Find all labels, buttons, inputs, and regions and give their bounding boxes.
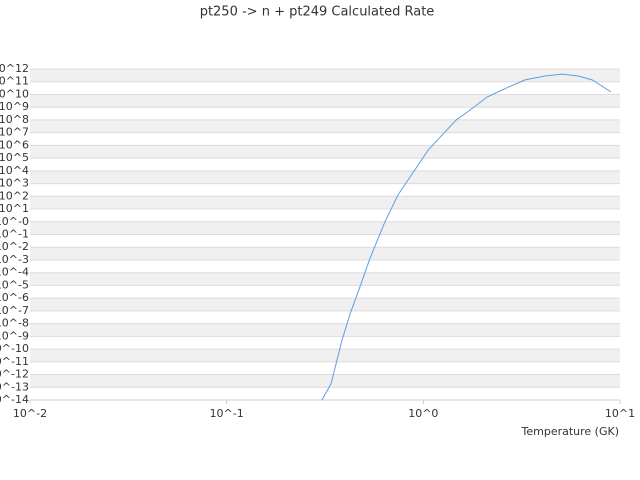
y-tick-label: 10^1 — [0, 202, 29, 215]
y-tick-label: 10^12 — [0, 62, 29, 75]
y-tick-label: 10^-1 — [0, 228, 29, 241]
x-tick-label: 10^-2 — [13, 407, 47, 420]
x-tick-label: 10^1 — [605, 407, 635, 420]
series-line — [321, 73, 612, 401]
y-tick-label: 10^-9 — [0, 329, 29, 342]
grid-band — [30, 272, 620, 286]
y-tick-label: 10^-4 — [0, 266, 29, 279]
y-tick-label: 10^-12 — [0, 368, 29, 381]
grid-band — [30, 69, 620, 82]
grid-band — [30, 298, 620, 311]
y-tick-label: 10^9 — [0, 100, 29, 113]
x-tick-label: 10^-1 — [210, 407, 244, 420]
grid-band — [30, 94, 620, 108]
grid-band — [30, 221, 620, 235]
y-tick-label: 10^11 — [0, 75, 29, 88]
grid-band — [30, 119, 620, 133]
y-tick-label: 10^8 — [0, 113, 29, 126]
y-tick-label: 10^-8 — [0, 317, 29, 330]
y-tick-label: 10^-3 — [0, 253, 29, 266]
y-tick-label: 10^-6 — [0, 291, 29, 304]
y-tick-label: 10^-7 — [0, 304, 29, 317]
y-tick-label: 10^-11 — [0, 355, 29, 368]
y-tick-label: 10^-13 — [0, 380, 29, 393]
y-tick-label: 10^-5 — [0, 278, 29, 291]
y-tick-label: 10^2 — [0, 189, 29, 202]
grid-band — [30, 323, 620, 337]
y-tick-label: 10^-2 — [0, 240, 29, 253]
y-tick-label: 10^3 — [0, 177, 29, 190]
y-tick-label: 10^-14 — [0, 393, 29, 406]
grid-band — [30, 196, 620, 210]
y-tick-label: 10^6 — [0, 138, 29, 151]
grid-band — [30, 374, 620, 388]
x-tick-label: 10^0 — [408, 407, 438, 420]
grid-band — [30, 247, 620, 260]
y-tick-label: 10^10 — [0, 87, 29, 100]
y-tick-label: 10^7 — [0, 126, 29, 139]
grid-band — [30, 349, 620, 362]
y-tick-label: 10^4 — [0, 164, 29, 177]
y-tick-label: 10^5 — [0, 151, 29, 164]
grid-band — [30, 145, 620, 159]
y-tick-label: 10^-10 — [0, 342, 29, 355]
y-tick-label: 10^-0 — [0, 215, 29, 228]
x-axis-label: Temperature (GK) — [521, 425, 620, 438]
grid-band — [30, 170, 620, 184]
chart-title: pt250 -> n + pt249 Calculated Rate — [200, 5, 435, 20]
